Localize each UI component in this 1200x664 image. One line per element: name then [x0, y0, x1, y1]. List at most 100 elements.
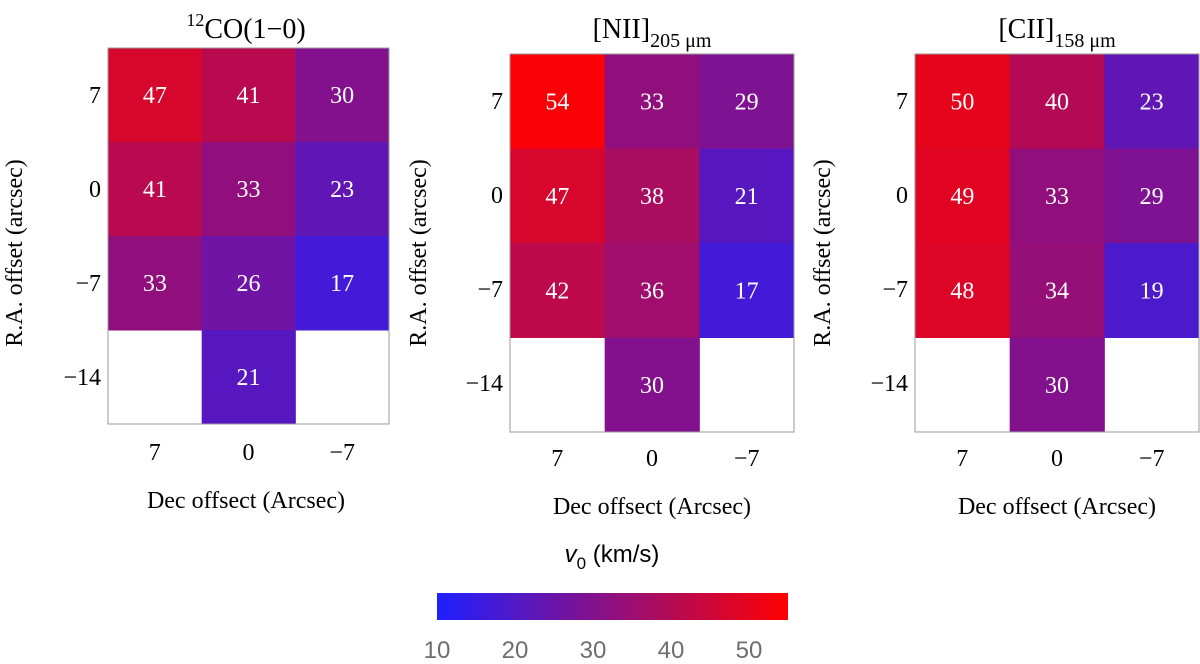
cell-value-label: 48: [950, 278, 974, 304]
cell-value-label: 33: [237, 177, 261, 203]
panel-title: [NII]205 μm: [593, 14, 712, 52]
heatmap-cell: [295, 236, 390, 331]
cell-value-label: 33: [640, 89, 664, 115]
colorbar-tick-label: 10: [424, 637, 451, 664]
cell-value-label: 41: [237, 83, 261, 109]
cell-value-label: 47: [143, 83, 167, 109]
y-tick-label: 0: [491, 183, 503, 209]
heatmap-cell: [1104, 54, 1200, 149]
heatmap-cell: [108, 142, 203, 237]
y-axis-label: R.A. offset (arcsec): [810, 159, 836, 346]
heatmap-cell: [201, 142, 296, 237]
cell-value-label: 30: [330, 83, 354, 109]
x-tick-label: −7: [1139, 446, 1165, 472]
cell-value-label: 42: [545, 278, 569, 304]
cell-value-label: 30: [1045, 373, 1069, 399]
x-tick-label: 0: [243, 440, 255, 466]
x-tick-label: 0: [1051, 446, 1063, 472]
colorbar-title: v0 (km/s): [565, 541, 660, 573]
heatmap-cell: [604, 54, 700, 149]
x-tick-label: 0: [646, 446, 658, 472]
x-tick-label: 7: [149, 440, 161, 466]
cell-value-label: 36: [640, 278, 664, 304]
cell-value-label: 33: [143, 271, 167, 297]
y-tick-label: 0: [89, 177, 101, 203]
heatmap-cell: [915, 54, 1011, 149]
heatmap-cell: [510, 243, 606, 338]
heatmap-cell: [1104, 243, 1200, 338]
y-tick-label: −14: [465, 371, 503, 397]
x-tick-label: −7: [734, 446, 760, 472]
y-tick-label: −7: [75, 271, 101, 297]
heatmap-cell: [295, 142, 390, 237]
x-tick-label: 7: [956, 446, 968, 472]
x-tick-label: −7: [329, 440, 355, 466]
cell-value-label: 23: [330, 177, 354, 203]
heatmap-cell: [201, 48, 296, 143]
cell-value-label: 17: [735, 278, 759, 304]
x-axis-label: Dec offsect (Arcsec): [958, 494, 1156, 520]
y-tick-label: −14: [63, 365, 101, 391]
colorbar-tick-label: 30: [580, 637, 607, 664]
cell-value-label: 26: [237, 271, 261, 297]
heatmap-cell: [201, 236, 296, 331]
cell-value-label: 21: [735, 184, 759, 210]
y-tick-label: −14: [870, 371, 908, 397]
colorbar-tick-label: 20: [502, 637, 529, 664]
cell-value-label: 29: [1140, 184, 1164, 210]
y-tick-label: −7: [882, 277, 908, 303]
y-tick-label: 7: [896, 89, 908, 115]
cell-value-label: 54: [545, 89, 569, 115]
y-tick-label: 0: [896, 183, 908, 209]
heatmap-cell: [1104, 148, 1200, 244]
cell-value-label: 30: [640, 373, 664, 399]
heatmap-cell: [915, 243, 1011, 338]
heatmap-cell: [295, 48, 390, 143]
heatmap-cell: [699, 243, 795, 338]
cell-value-label: 19: [1140, 278, 1164, 304]
y-axis-label: R.A. offset (arcsec): [2, 159, 28, 346]
heatmap-cell: [604, 148, 700, 244]
heatmap-cell: [699, 54, 795, 149]
heatmap-cell: [510, 148, 606, 244]
y-tick-label: −7: [477, 277, 503, 303]
heatmap-cell: [108, 236, 203, 331]
heatmap-cell: [915, 148, 1011, 244]
plot-frame: [914, 53, 1200, 433]
heatmap-cell: [108, 48, 203, 143]
colorbar-tick-label: 40: [658, 637, 685, 664]
panel-title: 12CO(1−0): [186, 10, 305, 45]
colorbar: v0 (km/s) 10 20 30 40 50: [424, 541, 788, 664]
x-axis-label: Dec offsect (Arcsec): [553, 494, 751, 520]
cell-value-label: 23: [1140, 89, 1164, 115]
cell-value-label: 38: [640, 184, 664, 210]
cell-value-label: 29: [735, 89, 759, 115]
x-axis-label: Dec offsect (Arcsec): [147, 488, 345, 514]
cell-value-label: 34: [1045, 278, 1069, 304]
cell-value-label: 41: [143, 177, 167, 203]
y-tick-label: 7: [89, 83, 101, 109]
cell-value-label: 33: [1045, 184, 1069, 210]
colorbar-tick-label: 50: [736, 637, 763, 664]
cell-value-label: 17: [330, 271, 354, 297]
heatmap-cell: [1009, 337, 1105, 433]
heatmap-cell: [1009, 54, 1105, 149]
cell-value-label: 49: [950, 184, 974, 210]
heatmap-cell: [510, 54, 606, 149]
y-tick-label: 7: [491, 89, 503, 115]
cell-value-label: 21: [237, 365, 261, 391]
heatmap-cell: [604, 243, 700, 338]
heatmap-cell: [1009, 148, 1105, 244]
heatmap-cell: [1009, 243, 1105, 338]
heatmap-cell: [699, 148, 795, 244]
heatmap-cell: [201, 330, 296, 425]
panel-title: [CII]158 μm: [998, 14, 1116, 52]
x-tick-label: 7: [551, 446, 563, 472]
cell-value-label: 47: [545, 184, 569, 210]
cell-value-label: 40: [1045, 89, 1069, 115]
y-axis-label: R.A. offset (arcsec): [406, 159, 432, 346]
